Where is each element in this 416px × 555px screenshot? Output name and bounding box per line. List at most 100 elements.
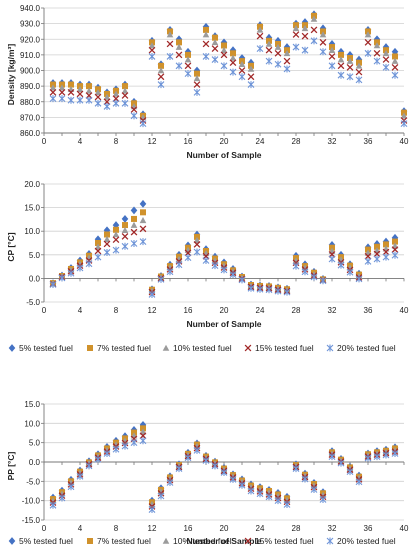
data-point	[184, 249, 192, 257]
data-point	[130, 239, 138, 247]
data-point	[58, 95, 66, 103]
data-point	[319, 31, 327, 38]
data-point	[76, 472, 84, 480]
data-point	[256, 486, 264, 493]
data-point	[220, 46, 228, 53]
data-point	[184, 56, 192, 63]
data-point	[157, 275, 165, 283]
data-point	[229, 54, 237, 61]
data-point	[112, 231, 120, 238]
data-point	[130, 228, 138, 236]
legend-marker	[8, 344, 16, 352]
data-point	[310, 273, 318, 281]
data-point	[67, 483, 75, 491]
data-point	[122, 222, 128, 229]
legend-marker	[244, 537, 252, 545]
data-point	[157, 81, 165, 89]
x-tick-label: 20	[220, 306, 229, 315]
data-point	[94, 99, 102, 107]
data-point	[274, 497, 282, 505]
data-point	[112, 441, 120, 448]
data-point	[292, 43, 300, 51]
data-point	[265, 40, 273, 47]
data-point	[184, 62, 192, 70]
x-tick-label: 24	[256, 524, 265, 533]
data-point	[166, 478, 174, 486]
legend-label: 5% tested fuel	[19, 343, 73, 353]
y-tick-label: 860.0	[20, 129, 41, 138]
legend-label: 15% tested fuel	[255, 343, 314, 353]
data-point	[238, 481, 246, 489]
x-tick-label: 4	[78, 524, 83, 533]
data-point	[373, 255, 381, 263]
data-point	[193, 88, 201, 96]
data-point	[256, 490, 264, 498]
data-point	[319, 496, 327, 504]
data-point	[274, 49, 282, 57]
data-point	[301, 475, 309, 483]
legend-marker	[162, 537, 170, 544]
series-4	[49, 26, 408, 124]
data-point	[328, 62, 336, 70]
data-point	[202, 256, 210, 264]
data-point	[391, 71, 399, 79]
data-point	[211, 45, 219, 52]
data-point	[76, 260, 84, 267]
legend-1: 5% tested fuel 7% tested fuel 10% tested f…	[8, 343, 396, 353]
legend-marker	[8, 537, 16, 545]
data-point	[355, 474, 363, 481]
data-point	[139, 420, 147, 429]
data-point	[94, 247, 102, 255]
data-point	[185, 51, 191, 58]
x-tick-label: 28	[292, 306, 301, 315]
x-tick-label: 40	[400, 524, 409, 533]
legend-marker	[87, 538, 93, 544]
data-point	[94, 243, 102, 250]
data-point	[373, 57, 381, 65]
data-point	[85, 260, 93, 268]
y-tick-label: 0.0	[29, 458, 41, 467]
data-point	[319, 277, 327, 285]
data-point	[229, 59, 237, 67]
series-3	[49, 15, 408, 121]
y-tick-label: 0.0	[29, 274, 41, 283]
data-point	[329, 244, 335, 251]
data-point	[374, 243, 380, 250]
data-point	[256, 45, 264, 53]
legend-label: 10% tested fuel	[173, 343, 232, 353]
data-point	[283, 50, 291, 57]
data-point	[94, 93, 102, 101]
data-point	[346, 268, 354, 276]
x-axis-label: Number of Sample	[186, 536, 261, 546]
data-point	[94, 455, 102, 463]
data-point	[139, 225, 147, 233]
data-point	[365, 246, 371, 253]
data-point	[382, 248, 390, 256]
data-point	[392, 238, 398, 245]
data-point	[58, 89, 66, 96]
data-point	[193, 248, 201, 256]
data-point	[121, 242, 129, 250]
data-point	[310, 37, 318, 45]
data-point	[193, 446, 201, 454]
series-5	[49, 437, 399, 514]
data-point	[85, 462, 93, 470]
x-tick-label: 28	[292, 524, 301, 533]
data-point	[157, 67, 165, 74]
data-point	[319, 39, 327, 46]
x-tick-label: 32	[328, 137, 337, 146]
data-point	[292, 31, 300, 38]
data-point	[328, 255, 336, 263]
x-tick-label: 20	[220, 524, 229, 533]
y-tick-label: 15.0	[24, 204, 40, 213]
data-point	[175, 261, 183, 269]
data-point	[364, 39, 372, 46]
data-point	[211, 56, 219, 64]
legend-marker	[244, 344, 252, 352]
data-point	[193, 236, 201, 243]
data-point	[95, 240, 101, 246]
data-point	[310, 26, 318, 34]
data-point	[274, 60, 282, 68]
data-point	[391, 57, 399, 64]
data-point	[221, 42, 227, 49]
